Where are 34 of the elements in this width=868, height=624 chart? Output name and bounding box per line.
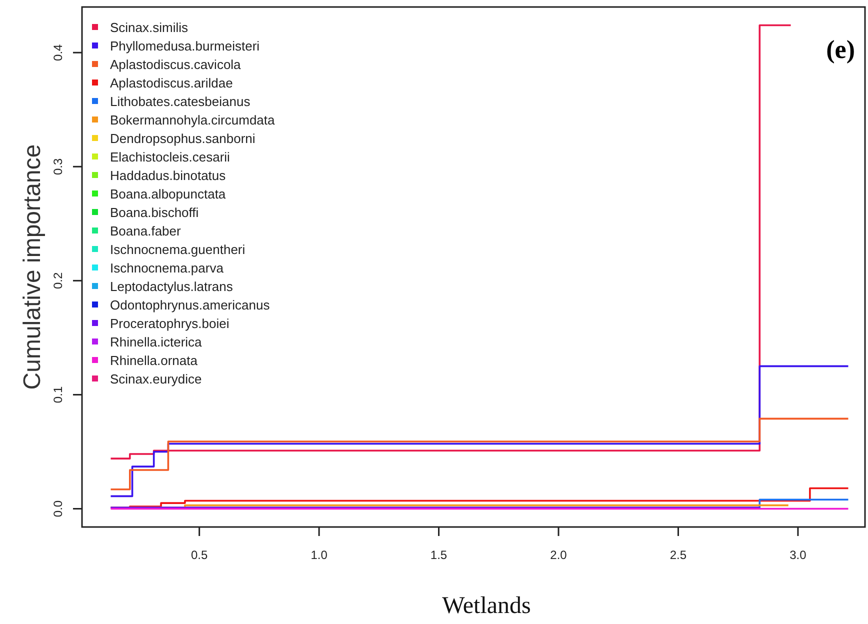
legend-label: Dendropsophus.sanborni	[110, 131, 256, 146]
legend-label: Elachistocleis.cesarii	[110, 150, 230, 164]
y-tick-label: 0.1	[51, 386, 65, 404]
x-axis-title: Wetlands	[442, 593, 531, 619]
y-tick-label: 0.3	[51, 158, 65, 175]
legend-label: Boana.bischoffi	[110, 205, 199, 220]
x-tick-label: 1.5	[430, 548, 448, 562]
legend-label: Aplastodiscus.cavicola	[110, 57, 242, 72]
y-tick-label: 0.4	[51, 44, 65, 61]
legend-label: Boana.faber	[110, 224, 182, 238]
legend-label: Ischnocnema.guentheri	[110, 242, 246, 257]
legend-label: Scinax.eurydice	[110, 372, 202, 386]
legend-label: Phyllomedusa.burmeisteri	[110, 38, 260, 54]
legend-label: Haddadus.binotatus	[110, 168, 226, 183]
legend-label: Ischnocnema.parva	[110, 260, 224, 276]
legend-label: Boana.albopunctata	[110, 186, 226, 202]
legend-label: Leptodactylus.latrans	[110, 279, 234, 294]
legend-label: Aplastodiscus.arildae	[110, 76, 233, 90]
x-tick-label: 1.0	[310, 548, 328, 562]
legend-label: Rhinella.ornata	[110, 353, 198, 368]
x-tick-label: 0.5	[190, 548, 208, 562]
x-tick-label: 3.0	[790, 548, 807, 562]
legend-label: Proceratophrys.boiei	[110, 316, 230, 331]
y-tick-label: 0.0	[51, 500, 65, 518]
x-tick-label: 2.5	[670, 548, 687, 562]
x-tick-label: 2.0	[550, 548, 568, 562]
legend-label: Lithobates.catesbeianus	[110, 94, 251, 109]
legend-label: Bokermannohyla.circumdata	[110, 112, 276, 128]
y-axis-title: Cumulative importance	[19, 144, 46, 390]
legend-label: Scinax.similis	[110, 20, 189, 35]
annotation: (e)	[826, 35, 855, 64]
legend-label: Odontophrynus.americanus	[110, 298, 270, 312]
legend-label: Rhinella.icterica	[110, 334, 203, 350]
y-tick-label: 0.2	[51, 272, 65, 290]
